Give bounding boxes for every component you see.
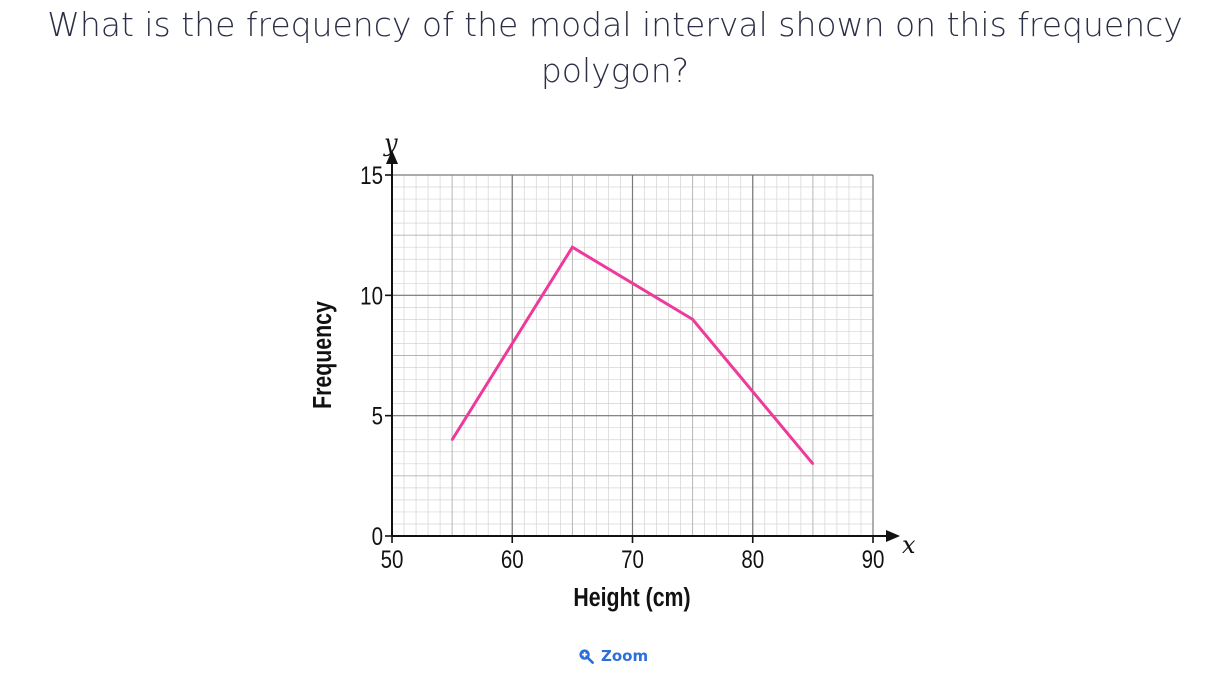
- x-tick-label: 70: [621, 545, 644, 573]
- data-point: [571, 246, 574, 249]
- data-point: [811, 462, 815, 465]
- y-tick-label: 10: [360, 281, 383, 309]
- question-text: What is the frequency of the modal inter…: [0, 2, 1230, 94]
- ticks: 50 60 70 80 90 0 5 10 15: [360, 161, 884, 573]
- zoom-in-icon: [579, 649, 594, 664]
- y-axis-arrow-icon: [386, 150, 398, 164]
- x-axis-title: Height (cm): [573, 583, 690, 613]
- y-axis-title: Frequency: [308, 300, 338, 408]
- y-axis-symbol: y: [383, 129, 398, 157]
- axes: [386, 150, 900, 542]
- question-label: What is the frequency of the modal inter…: [47, 5, 1183, 90]
- y-tick-label: 15: [360, 161, 383, 189]
- x-tick-label: 50: [381, 545, 404, 573]
- x-axis-arrow-icon: [886, 530, 900, 542]
- y-tick-label: 0: [372, 522, 383, 550]
- data-point: [691, 318, 694, 321]
- series: [450, 245, 815, 465]
- zoom-button[interactable]: Zoom: [578, 647, 648, 665]
- data-point: [450, 438, 454, 441]
- x-tick-label: 80: [741, 545, 764, 573]
- y-tick-label: 5: [372, 402, 383, 430]
- zoom-label: Zoom: [601, 647, 649, 665]
- x-tick-label: 60: [501, 545, 524, 573]
- series-line: [450, 245, 815, 465]
- x-tick-label: 90: [862, 545, 885, 573]
- x-axis-symbol: x: [902, 531, 916, 559]
